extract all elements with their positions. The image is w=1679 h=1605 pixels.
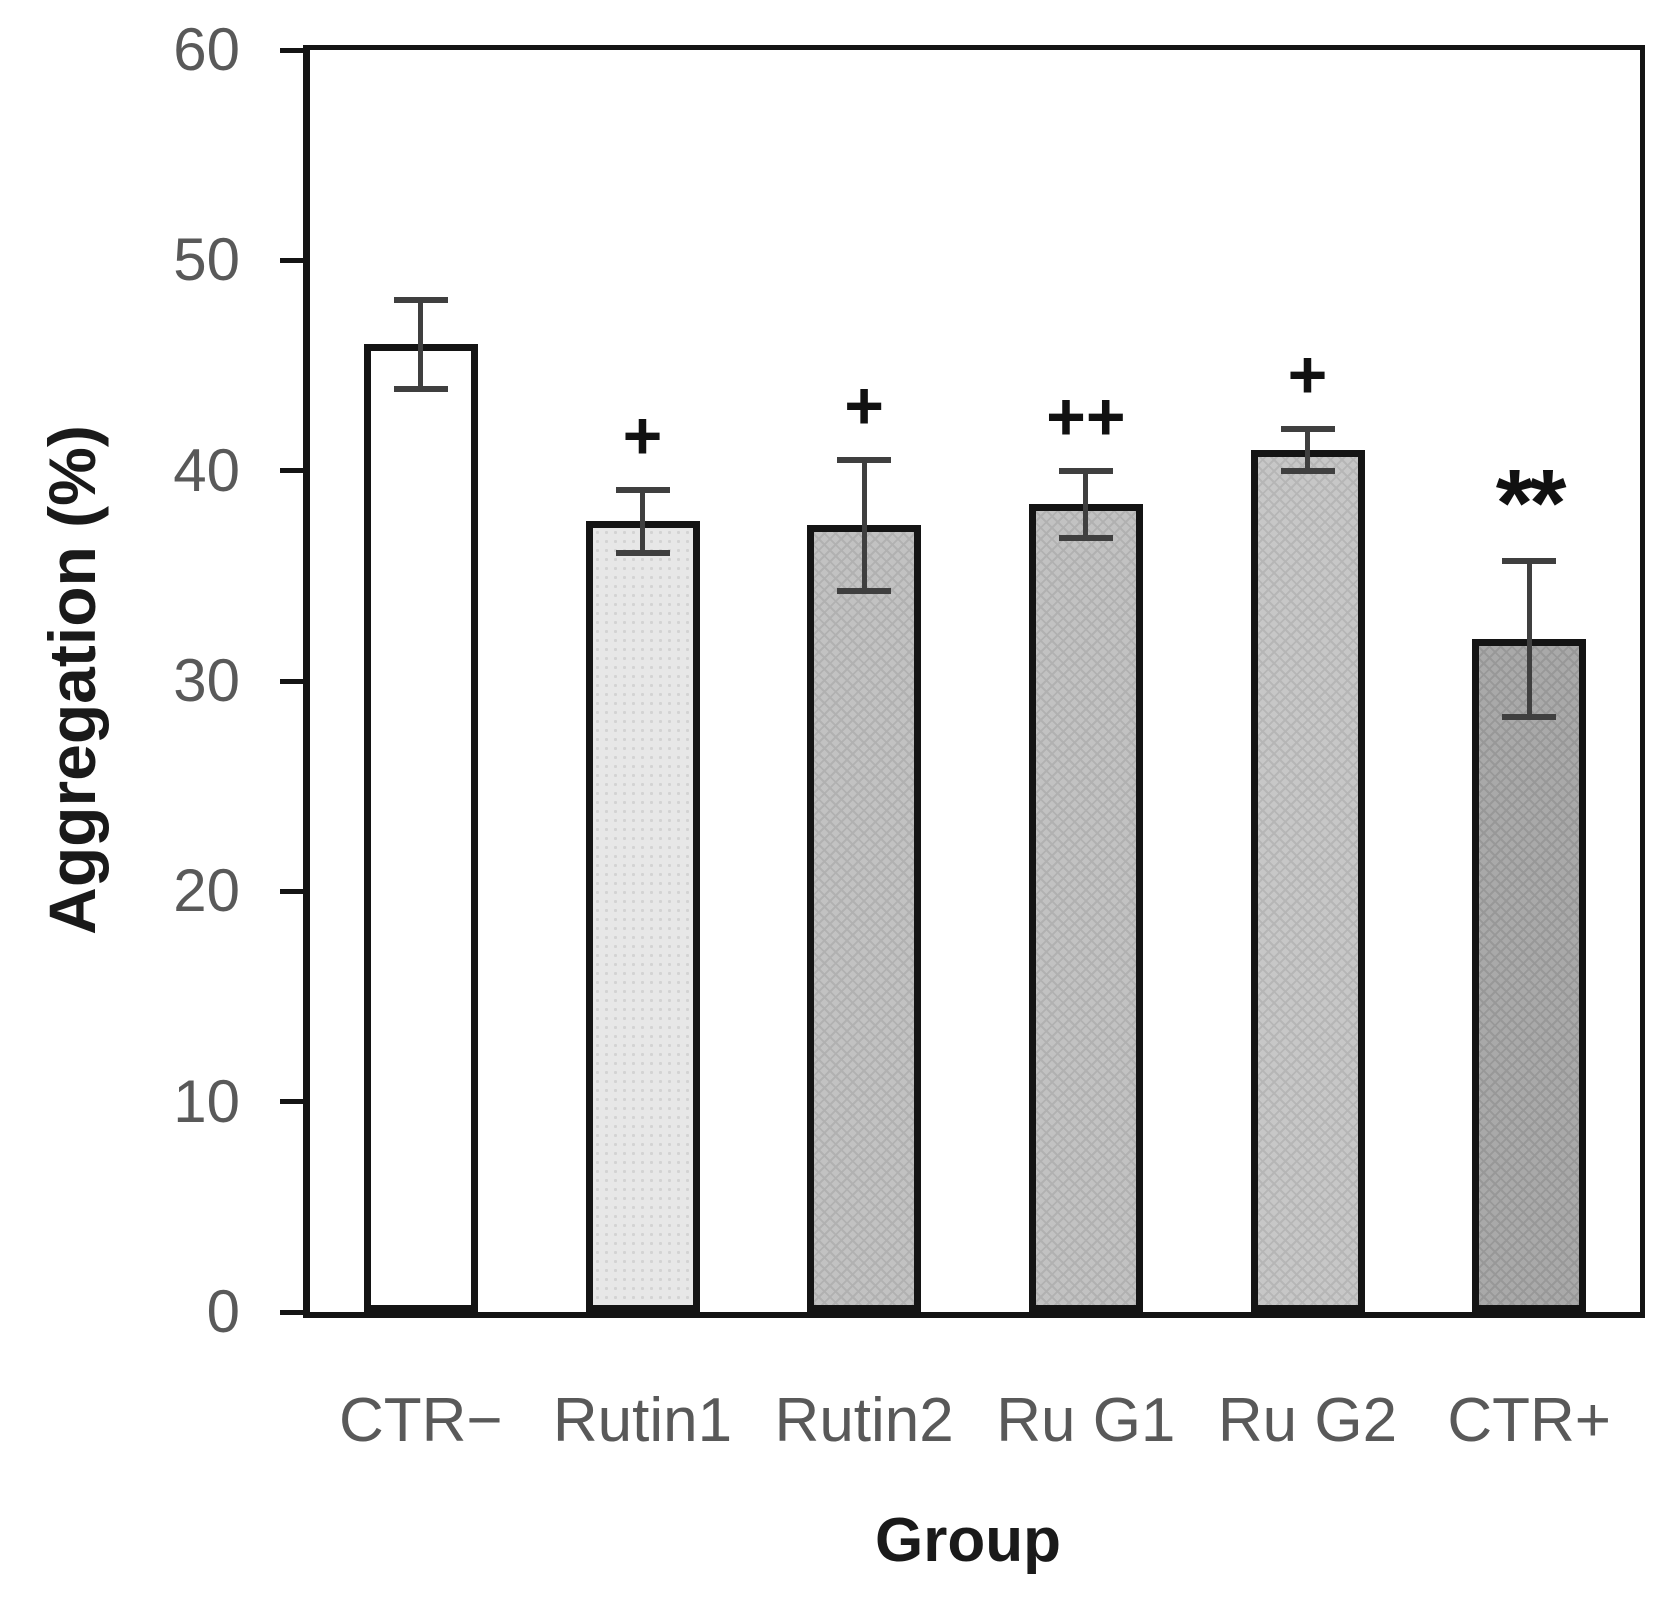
category-label-ctr: CTR− <box>339 1386 503 1455</box>
error-cap-bottom-ctr <box>393 385 448 392</box>
bar-rutin1 <box>585 521 700 1312</box>
y-tick-mark-30 <box>280 678 303 684</box>
significance-label-ru-g1: ++ <box>1046 378 1126 455</box>
y-tick-label-0: 0 <box>206 1278 240 1345</box>
error-cap-bottom-ctr <box>1502 713 1557 720</box>
significance-label-rutin1: + <box>622 397 663 474</box>
error-cap-top-ctr <box>1502 558 1557 565</box>
bar-ctr <box>363 344 478 1312</box>
category-label-ru-g1: Ru G1 <box>996 1386 1176 1455</box>
significance-label-ru-g2: + <box>1287 336 1328 413</box>
y-tick-label-30: 30 <box>173 647 240 714</box>
error-bar-ru-g2 <box>1305 428 1310 471</box>
y-tick-label-10: 10 <box>173 1067 240 1135</box>
category-label-ctr: CTR+ <box>1447 1386 1611 1455</box>
y-tick-mark-0 <box>280 1309 303 1315</box>
bar-ru-g1 <box>1028 504 1143 1312</box>
error-bar-rutin2 <box>861 460 867 591</box>
error-bar-rutin1 <box>640 489 645 553</box>
error-cap-bottom-rutin2 <box>837 587 892 594</box>
y-tick-mark-20 <box>280 888 303 894</box>
bar-ctr <box>1472 638 1587 1312</box>
error-bar-ctr <box>418 300 424 389</box>
error-cap-top-ru-g1 <box>1058 467 1113 474</box>
error-cap-bottom-ru-g1 <box>1058 534 1113 541</box>
error-cap-bottom-ru-g2 <box>1280 467 1335 474</box>
category-label-rutin2: Rutin2 <box>774 1386 954 1455</box>
y-tick-mark-10 <box>280 1099 303 1105</box>
error-cap-top-rutin2 <box>837 457 892 464</box>
x-axis-title: Group <box>875 1506 1061 1575</box>
plot-area <box>303 45 1645 1318</box>
error-cap-top-rutin1 <box>615 486 670 493</box>
category-label-rutin1: Rutin1 <box>552 1386 733 1455</box>
bar-ru-g2 <box>1250 449 1365 1312</box>
error-cap-bottom-rutin1 <box>615 549 670 556</box>
significance-label-ctr: ** <box>1495 450 1567 558</box>
error-cap-top-ctr <box>393 297 448 304</box>
y-tick-label-60: 60 <box>173 16 240 83</box>
error-bar-ru-g1 <box>1083 470 1089 538</box>
error-bar-ctr <box>1526 561 1532 717</box>
y-tick-label-40: 40 <box>173 436 240 504</box>
significance-label-rutin2: + <box>844 368 885 445</box>
bar-rutin2 <box>807 525 922 1312</box>
y-tick-mark-40 <box>280 468 303 474</box>
y-tick-mark-60 <box>280 47 303 53</box>
y-tick-label-20: 20 <box>173 857 240 925</box>
error-cap-top-ru-g2 <box>1280 425 1335 432</box>
y-tick-label-50: 50 <box>173 226 240 294</box>
y-tick-mark-50 <box>280 257 303 263</box>
category-label-ru-g2: Ru G2 <box>1217 1386 1398 1455</box>
